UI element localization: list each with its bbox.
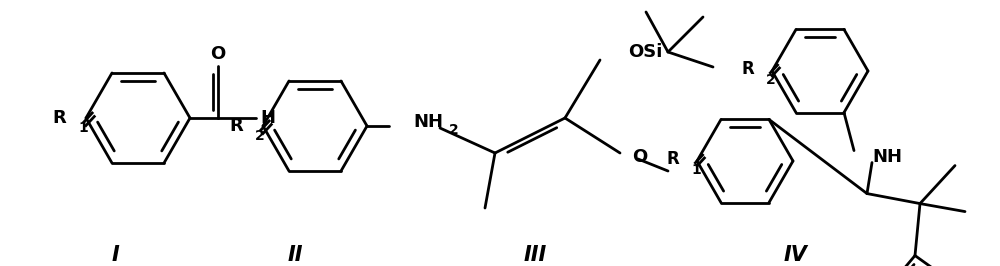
Text: I: I bbox=[111, 245, 119, 265]
Text: 1: 1 bbox=[691, 163, 701, 177]
Text: O: O bbox=[632, 148, 647, 166]
Text: II: II bbox=[287, 245, 303, 265]
Text: NH: NH bbox=[872, 148, 902, 165]
Text: 2: 2 bbox=[766, 73, 776, 87]
Text: R: R bbox=[666, 150, 679, 168]
Text: R: R bbox=[741, 60, 754, 78]
Text: O: O bbox=[210, 45, 226, 63]
Text: III: III bbox=[523, 245, 547, 265]
Text: OSi: OSi bbox=[628, 43, 662, 61]
Text: 2: 2 bbox=[255, 129, 265, 143]
Text: R: R bbox=[229, 117, 243, 135]
Text: H: H bbox=[260, 109, 276, 127]
Text: IV: IV bbox=[783, 245, 807, 265]
Text: 1: 1 bbox=[78, 121, 88, 135]
Text: R: R bbox=[52, 109, 66, 127]
Text: NH: NH bbox=[413, 113, 443, 131]
Text: 2: 2 bbox=[449, 123, 459, 137]
